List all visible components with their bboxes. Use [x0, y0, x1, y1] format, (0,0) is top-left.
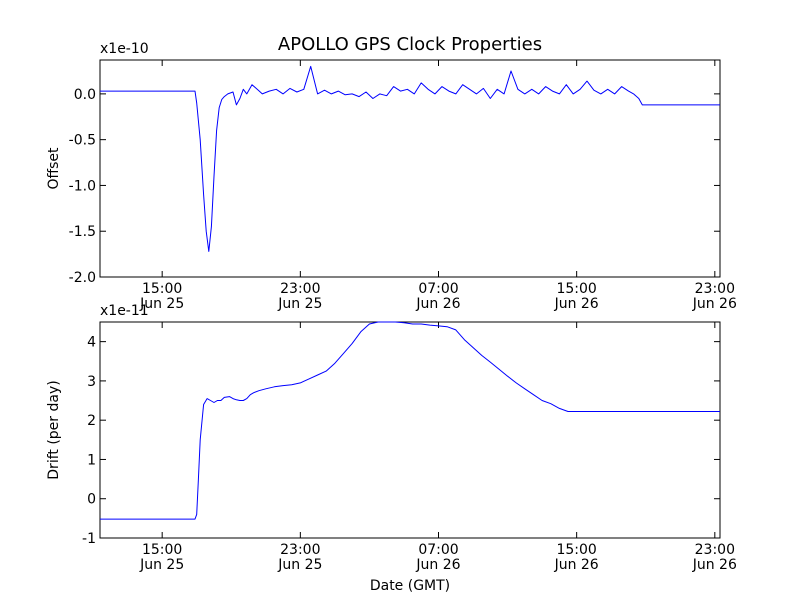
offset-x-tick-date: Jun 25 — [277, 296, 322, 312]
offset-y-multiplier: x1e-10 — [100, 41, 149, 57]
offset-x-tick-time: 23:00 — [695, 281, 735, 297]
drift-x-tick-time: 15:00 — [556, 542, 596, 558]
drift-x-tick-date: Jun 26 — [692, 557, 737, 573]
offset-y-tick-label: -0.5 — [69, 133, 96, 149]
offset-y-tick-label: -2.0 — [69, 270, 96, 286]
drift-x-tick-date: Jun 26 — [554, 557, 599, 573]
offset-x-tick-date: Jun 26 — [415, 296, 460, 312]
drift-y-tick-label: 4 — [87, 335, 96, 351]
offset-x-tick-time: 07:00 — [418, 281, 458, 297]
offset-x-tick-time: 23:00 — [280, 281, 320, 297]
offset-y-tick-label: -1.0 — [69, 178, 96, 194]
drift-x-tick-time: 07:00 — [418, 542, 458, 558]
drift-x-tick-time: 23:00 — [695, 542, 735, 558]
offset-y-tick-label: -1.5 — [69, 224, 96, 240]
drift-y-tick-label: 0 — [87, 492, 96, 508]
drift-x-tick-date: Jun 25 — [277, 557, 322, 573]
drift-y-tick-label: 1 — [87, 452, 96, 468]
offset-plot-frame — [99, 59, 721, 278]
offset-y-ticks: 0.0 -0.5 -1.0 -1.5 -2.0 — [69, 87, 720, 286]
drift-y-ticks: 4 3 2 1 0 -1 — [82, 335, 720, 547]
offset-x-tick-time: 15:00 — [556, 281, 596, 297]
x-axis-label: Date (GMT) — [370, 578, 450, 594]
drift-plot-frame — [99, 321, 721, 539]
drift-series — [100, 321, 720, 520]
drift-y-tick-label: 2 — [87, 413, 96, 429]
drift-y-tick-label: -1 — [82, 531, 96, 547]
offset-y-axis-label: Offset — [46, 147, 62, 190]
offset-x-tick-date: Jun 25 — [139, 296, 184, 312]
drift-y-axis-label: Drift (per day) — [46, 380, 62, 479]
drift-y-tick-label: 3 — [87, 374, 96, 390]
drift-x-tick-date: Jun 25 — [139, 557, 184, 573]
drift-x-tick-date: Jun 26 — [415, 557, 460, 573]
chart-title: APOLLO GPS Clock Properties — [278, 34, 542, 55]
drift-x-tick-time: 15:00 — [142, 542, 182, 558]
offset-x-tick-time: 15:00 — [142, 281, 182, 297]
drift-series-line — [100, 321, 720, 520]
offset-y-tick-label: 0.0 — [74, 87, 96, 103]
drift-y-multiplier: x1e-11 — [100, 303, 149, 319]
offset-x-tick-date: Jun 26 — [554, 296, 599, 312]
offset-x-tick-date: Jun 26 — [692, 296, 737, 312]
offset-series — [100, 65, 720, 252]
drift-x-tick-time: 23:00 — [280, 542, 320, 558]
offset-series-line — [100, 65, 720, 252]
